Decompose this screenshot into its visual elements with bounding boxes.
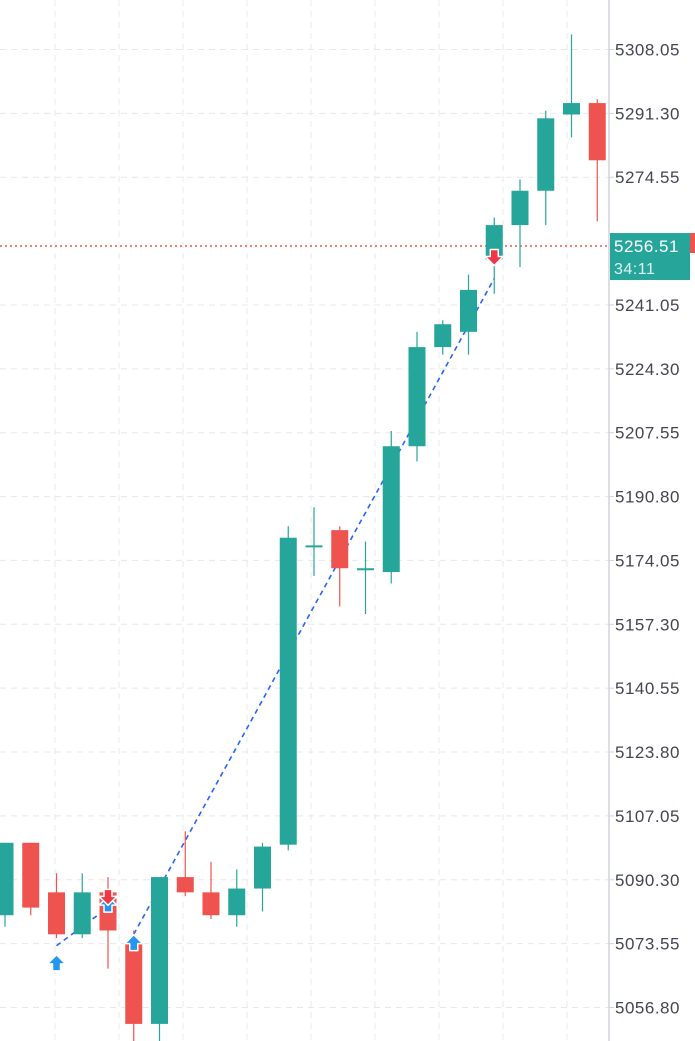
candle-body xyxy=(563,103,580,115)
price-axis-label: 5291.30 xyxy=(615,104,680,123)
price-axis-label: 5123.80 xyxy=(615,743,680,762)
price-axis[interactable]: 5308.05 5291.30 5274.55 5241.05 5224.30 5207.… xyxy=(608,0,680,1041)
candle-bullish xyxy=(73,873,91,939)
current-price-badge-edge xyxy=(690,233,695,254)
candle-bullish xyxy=(279,526,297,851)
candle-bullish xyxy=(434,320,452,355)
buy-arrow-icon xyxy=(46,954,67,972)
candle-body xyxy=(48,892,65,935)
candle-body xyxy=(331,530,349,569)
candle-body xyxy=(460,289,477,332)
candle-bullish xyxy=(151,877,168,1041)
candle-body xyxy=(22,842,40,908)
candle-body xyxy=(357,568,374,571)
price-axis-label: 5190.80 xyxy=(615,488,680,507)
candle-bullish xyxy=(537,110,555,226)
candles xyxy=(0,34,606,1041)
candle-bullish xyxy=(460,274,477,355)
candle-body xyxy=(434,324,452,348)
sell-arrow-icon xyxy=(98,888,118,907)
candle-body xyxy=(537,118,555,191)
sell-arrow-icon xyxy=(484,248,504,267)
candle-bearish xyxy=(202,861,220,920)
candle-bullish xyxy=(254,842,271,912)
trade-markers xyxy=(46,248,504,972)
current-price-badge-bg xyxy=(610,233,690,281)
candle-body xyxy=(176,877,194,893)
candle-body xyxy=(254,846,271,889)
candle-body xyxy=(202,892,220,916)
candle-bearish xyxy=(176,831,194,897)
candle-body xyxy=(151,877,168,1024)
buy-arrow-icon xyxy=(124,933,144,952)
trade-connector-line xyxy=(56,906,109,947)
price-axis-label: 5090.30 xyxy=(615,871,680,890)
candle-body xyxy=(305,545,323,548)
candle-body xyxy=(279,537,297,845)
candle-bullish xyxy=(511,179,529,268)
price-axis-label: 5140.55 xyxy=(615,679,680,698)
price-axis-label: 5224.30 xyxy=(615,360,680,379)
price-axis-label: 5308.05 xyxy=(615,41,680,60)
candle-body xyxy=(511,190,529,226)
candle-bullish xyxy=(563,34,580,138)
price-axis-label: 5056.80 xyxy=(615,999,680,1018)
sell-arrow-icon-shape xyxy=(484,248,504,267)
candle-bullish xyxy=(305,507,323,576)
current-price-label: 5256.51 xyxy=(614,237,679,256)
candle-bearish xyxy=(331,526,349,607)
candle-bearish xyxy=(22,842,40,916)
price-axis-label: 5107.05 xyxy=(615,807,680,826)
candle-body xyxy=(382,446,400,573)
candle-countdown-label: 34:11 xyxy=(614,261,655,278)
trade-lines xyxy=(56,278,495,947)
current-price-badge: 5256.51 34:11 xyxy=(610,233,695,281)
candle-body xyxy=(588,103,606,161)
buy-arrow-icon-shape xyxy=(124,933,144,952)
price-axis-label: 5274.55 xyxy=(615,168,680,187)
candle-bearish xyxy=(48,873,65,939)
candle-bullish xyxy=(382,430,400,584)
candle-bullish xyxy=(0,842,14,927)
candle-body xyxy=(73,892,91,935)
buy-arrow-icon-shape xyxy=(46,954,67,972)
price-axis-label: 5073.55 xyxy=(615,935,680,954)
price-axis-label: 5157.30 xyxy=(615,615,680,634)
sell-arrow-icon-shape xyxy=(98,888,118,907)
price-axis-label: 5241.05 xyxy=(615,296,680,315)
candle-bearish xyxy=(588,99,606,222)
grid xyxy=(0,0,609,1041)
candle-body xyxy=(125,943,143,1024)
candle-bullish xyxy=(408,331,426,462)
candle-body xyxy=(0,842,14,916)
candle-body xyxy=(408,347,426,447)
price-axis-label: 5174.05 xyxy=(615,551,680,570)
trade-connector-line xyxy=(133,278,495,935)
price-axis-label: 5207.55 xyxy=(615,424,680,443)
candle-body xyxy=(228,888,246,916)
candle-bullish xyxy=(357,541,374,615)
candle-bullish xyxy=(228,869,246,927)
